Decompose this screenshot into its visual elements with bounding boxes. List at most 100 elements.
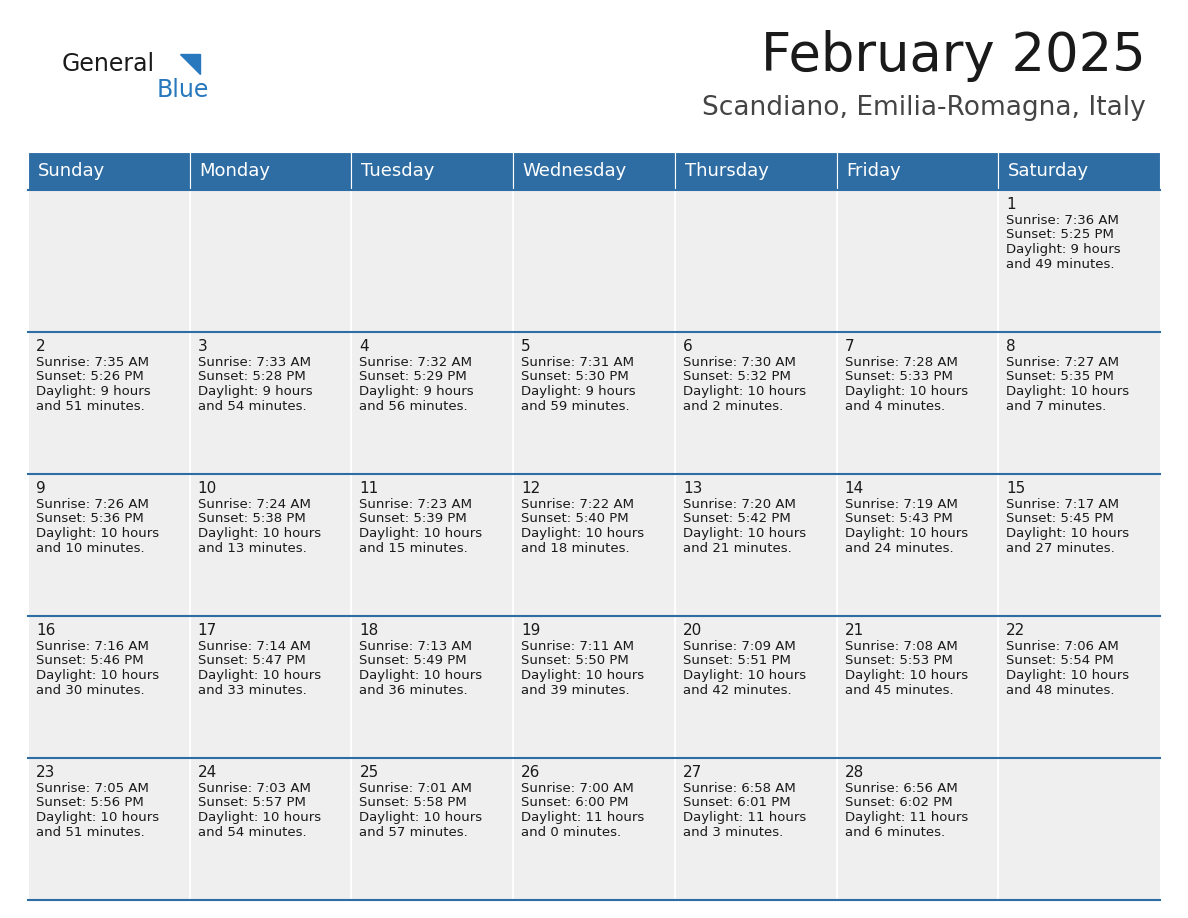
Text: Daylight: 10 hours: Daylight: 10 hours	[36, 811, 159, 824]
Text: Sunrise: 7:16 AM: Sunrise: 7:16 AM	[36, 640, 148, 653]
Text: 18: 18	[360, 623, 379, 638]
Text: Sunrise: 7:01 AM: Sunrise: 7:01 AM	[360, 782, 473, 795]
Text: and 4 minutes.: and 4 minutes.	[845, 399, 944, 412]
Text: 26: 26	[522, 765, 541, 780]
Polygon shape	[181, 54, 200, 74]
Text: 9: 9	[36, 481, 46, 496]
Text: Sunset: 6:02 PM: Sunset: 6:02 PM	[845, 797, 953, 810]
Text: Sunrise: 7:11 AM: Sunrise: 7:11 AM	[522, 640, 634, 653]
Text: 22: 22	[1006, 623, 1025, 638]
Text: Sunrise: 7:06 AM: Sunrise: 7:06 AM	[1006, 640, 1119, 653]
Text: Sunrise: 6:58 AM: Sunrise: 6:58 AM	[683, 782, 796, 795]
Text: Saturday: Saturday	[1007, 162, 1089, 180]
Text: 6: 6	[683, 339, 693, 354]
Bar	[836, 332, 998, 474]
Text: 8: 8	[1006, 339, 1016, 354]
Bar	[675, 758, 836, 900]
Text: 17: 17	[197, 623, 217, 638]
Text: Daylight: 11 hours: Daylight: 11 hours	[522, 811, 644, 824]
Text: Sunset: 5:43 PM: Sunset: 5:43 PM	[845, 512, 953, 525]
Text: Sunrise: 7:09 AM: Sunrise: 7:09 AM	[683, 640, 796, 653]
Bar	[190, 474, 352, 616]
Text: Sunset: 5:26 PM: Sunset: 5:26 PM	[36, 371, 144, 384]
Text: Daylight: 10 hours: Daylight: 10 hours	[360, 811, 482, 824]
Text: and 59 minutes.: and 59 minutes.	[522, 399, 630, 412]
Text: 23: 23	[36, 765, 56, 780]
Text: 14: 14	[845, 481, 864, 496]
Text: Sunset: 5:51 PM: Sunset: 5:51 PM	[683, 655, 791, 667]
Bar	[29, 152, 190, 190]
Text: 25: 25	[360, 765, 379, 780]
Text: Sunset: 5:58 PM: Sunset: 5:58 PM	[360, 797, 467, 810]
Bar	[675, 190, 836, 332]
Text: Wednesday: Wednesday	[523, 162, 627, 180]
Text: 28: 28	[845, 765, 864, 780]
Text: Sunset: 5:54 PM: Sunset: 5:54 PM	[1006, 655, 1114, 667]
Text: Sunset: 5:53 PM: Sunset: 5:53 PM	[845, 655, 953, 667]
Text: Sunrise: 7:24 AM: Sunrise: 7:24 AM	[197, 498, 310, 511]
Text: Daylight: 11 hours: Daylight: 11 hours	[683, 811, 807, 824]
Text: Daylight: 10 hours: Daylight: 10 hours	[1006, 669, 1130, 682]
Text: and 54 minutes.: and 54 minutes.	[197, 825, 307, 838]
Bar	[513, 152, 675, 190]
Text: and 51 minutes.: and 51 minutes.	[36, 825, 145, 838]
Text: Sunrise: 7:13 AM: Sunrise: 7:13 AM	[360, 640, 473, 653]
Text: Sunset: 5:42 PM: Sunset: 5:42 PM	[683, 512, 790, 525]
Text: and 0 minutes.: and 0 minutes.	[522, 825, 621, 838]
Text: Daylight: 10 hours: Daylight: 10 hours	[360, 669, 482, 682]
Bar	[29, 758, 190, 900]
Text: Sunrise: 7:00 AM: Sunrise: 7:00 AM	[522, 782, 634, 795]
Text: Sunset: 5:56 PM: Sunset: 5:56 PM	[36, 797, 144, 810]
Bar	[998, 190, 1159, 332]
Text: Sunrise: 7:35 AM: Sunrise: 7:35 AM	[36, 356, 148, 369]
Text: Sunset: 5:45 PM: Sunset: 5:45 PM	[1006, 512, 1114, 525]
Text: Daylight: 10 hours: Daylight: 10 hours	[683, 669, 805, 682]
Bar	[352, 758, 513, 900]
Bar	[352, 190, 513, 332]
Text: and 21 minutes.: and 21 minutes.	[683, 542, 791, 554]
Text: Tuesday: Tuesday	[361, 162, 435, 180]
Text: Daylight: 9 hours: Daylight: 9 hours	[36, 385, 151, 398]
Text: 7: 7	[845, 339, 854, 354]
Text: and 49 minutes.: and 49 minutes.	[1006, 258, 1114, 271]
Text: Daylight: 9 hours: Daylight: 9 hours	[197, 385, 312, 398]
Text: and 51 minutes.: and 51 minutes.	[36, 399, 145, 412]
Text: 16: 16	[36, 623, 56, 638]
Bar	[29, 332, 190, 474]
Bar	[352, 332, 513, 474]
Text: Sunset: 5:32 PM: Sunset: 5:32 PM	[683, 371, 791, 384]
Text: Sunset: 5:39 PM: Sunset: 5:39 PM	[360, 512, 467, 525]
Bar	[513, 190, 675, 332]
Text: and 27 minutes.: and 27 minutes.	[1006, 542, 1116, 554]
Text: Sunset: 5:29 PM: Sunset: 5:29 PM	[360, 371, 467, 384]
Text: Sunrise: 7:33 AM: Sunrise: 7:33 AM	[197, 356, 311, 369]
Text: Scandiano, Emilia-Romagna, Italy: Scandiano, Emilia-Romagna, Italy	[702, 95, 1146, 121]
Text: Daylight: 9 hours: Daylight: 9 hours	[360, 385, 474, 398]
Text: Daylight: 10 hours: Daylight: 10 hours	[522, 669, 644, 682]
Text: Daylight: 10 hours: Daylight: 10 hours	[683, 527, 805, 540]
Text: Sunrise: 7:30 AM: Sunrise: 7:30 AM	[683, 356, 796, 369]
Bar	[190, 190, 352, 332]
Text: 10: 10	[197, 481, 217, 496]
Text: 21: 21	[845, 623, 864, 638]
Text: Sunday: Sunday	[38, 162, 105, 180]
Text: and 36 minutes.: and 36 minutes.	[360, 684, 468, 697]
Text: Sunset: 5:40 PM: Sunset: 5:40 PM	[522, 512, 628, 525]
Text: and 30 minutes.: and 30 minutes.	[36, 684, 145, 697]
Text: Sunrise: 7:17 AM: Sunrise: 7:17 AM	[1006, 498, 1119, 511]
Text: Sunset: 5:28 PM: Sunset: 5:28 PM	[197, 371, 305, 384]
Bar	[675, 474, 836, 616]
Text: Daylight: 10 hours: Daylight: 10 hours	[197, 811, 321, 824]
Text: 20: 20	[683, 623, 702, 638]
Text: 3: 3	[197, 339, 208, 354]
Text: Daylight: 10 hours: Daylight: 10 hours	[197, 527, 321, 540]
Bar	[998, 152, 1159, 190]
Text: Daylight: 10 hours: Daylight: 10 hours	[522, 527, 644, 540]
Text: 19: 19	[522, 623, 541, 638]
Text: Sunset: 5:36 PM: Sunset: 5:36 PM	[36, 512, 144, 525]
Text: 1: 1	[1006, 197, 1016, 212]
Text: Sunrise: 7:28 AM: Sunrise: 7:28 AM	[845, 356, 958, 369]
Text: Sunrise: 7:05 AM: Sunrise: 7:05 AM	[36, 782, 148, 795]
Text: Sunset: 5:35 PM: Sunset: 5:35 PM	[1006, 371, 1114, 384]
Text: Sunrise: 7:26 AM: Sunrise: 7:26 AM	[36, 498, 148, 511]
